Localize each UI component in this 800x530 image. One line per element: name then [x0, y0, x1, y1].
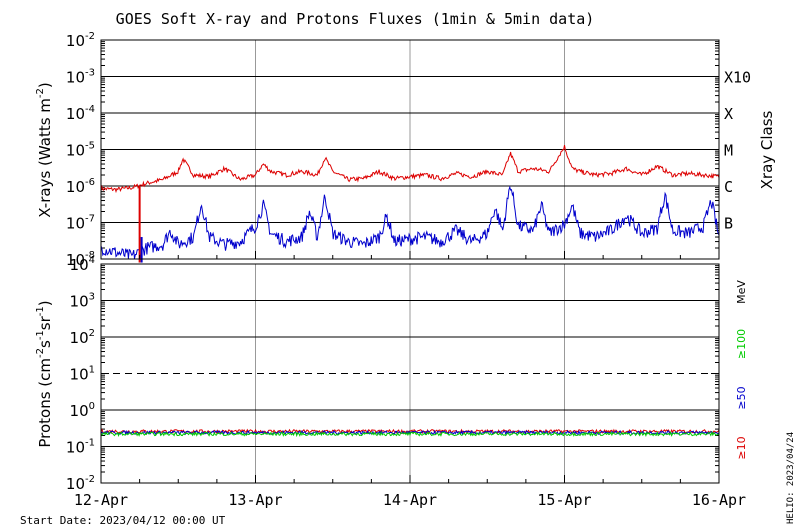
proton-y-tick-label: 100 — [70, 401, 95, 420]
xray-y-tick-label: 10-7 — [66, 214, 95, 233]
xray-y-axis-label: X-rays (Watts m-2) — [35, 82, 54, 217]
energy-unit-label: MeV — [735, 280, 748, 304]
x-axis: 12-Apr 13-Apr 14-Apr 15-Apr 16-Apr — [74, 251, 746, 509]
proton-y-tick-label: 10-1 — [66, 438, 95, 457]
xray-class-label: M — [724, 142, 733, 160]
proton-y-tick-label: 10-2 — [66, 474, 95, 493]
xray-class-axis-label: Xray Class — [758, 110, 776, 189]
proton-series — [100, 430, 720, 438]
xray-panel: 10-2 10-3 10-4 10-5 10-6 10-7 10-8 X10 X MC B Xray … — [35, 31, 776, 269]
chart-title: GOES Soft X-ray and Protons Fluxes (1min… — [116, 10, 595, 28]
xray-class-label: X10 — [724, 69, 751, 87]
proton-y-tick-label: 101 — [70, 365, 95, 384]
start-date-label: Start Date: 2023/04/12 00:00 UT — [20, 514, 226, 527]
xray-class-label: X — [724, 105, 733, 123]
x-tick-label: 14-Apr — [383, 491, 437, 509]
xray-y-tick-label: 10-5 — [66, 141, 95, 160]
proton-legend-entry: ≥10 — [735, 436, 748, 459]
xray-long-series — [100, 145, 720, 194]
proton-legend-entry: ≥50 — [735, 386, 748, 409]
proton-y-tick-label: 102 — [70, 328, 95, 347]
proton-series — [100, 429, 720, 436]
xray-class-label: C — [724, 178, 733, 196]
proton-panel: 104 103 102 101 100 10-1 10-2 Protons (cm-2s-1s… — [35, 255, 748, 493]
proton-y-tick-label: 104 — [70, 255, 95, 274]
xray-y-tick-label: 10-2 — [66, 31, 95, 50]
x-tick-label: 15-Apr — [537, 491, 591, 509]
x-tick-label: 13-Apr — [228, 491, 282, 509]
proton-y-tick-label: 103 — [70, 292, 95, 311]
xray-y-tick-label: 10-3 — [66, 68, 95, 87]
proton-y-axis-label: Protons (cm-2s-1sr-1) — [35, 300, 54, 447]
xray-y-tick-label: 10-4 — [66, 104, 95, 123]
xray-short-series — [100, 185, 720, 259]
xray-y-tick-label: 10-6 — [66, 177, 95, 196]
xray-class-label: B — [724, 215, 733, 233]
xray-y-tick-label: 10-8 — [66, 250, 95, 269]
helio-stamp: HELIO: 2023/04/24 — [786, 432, 796, 524]
x-tick-label: 12-Apr — [74, 491, 128, 509]
x-tick-label: 16-Apr — [692, 491, 746, 509]
proton-legend-entry: ≥100 — [735, 329, 748, 359]
